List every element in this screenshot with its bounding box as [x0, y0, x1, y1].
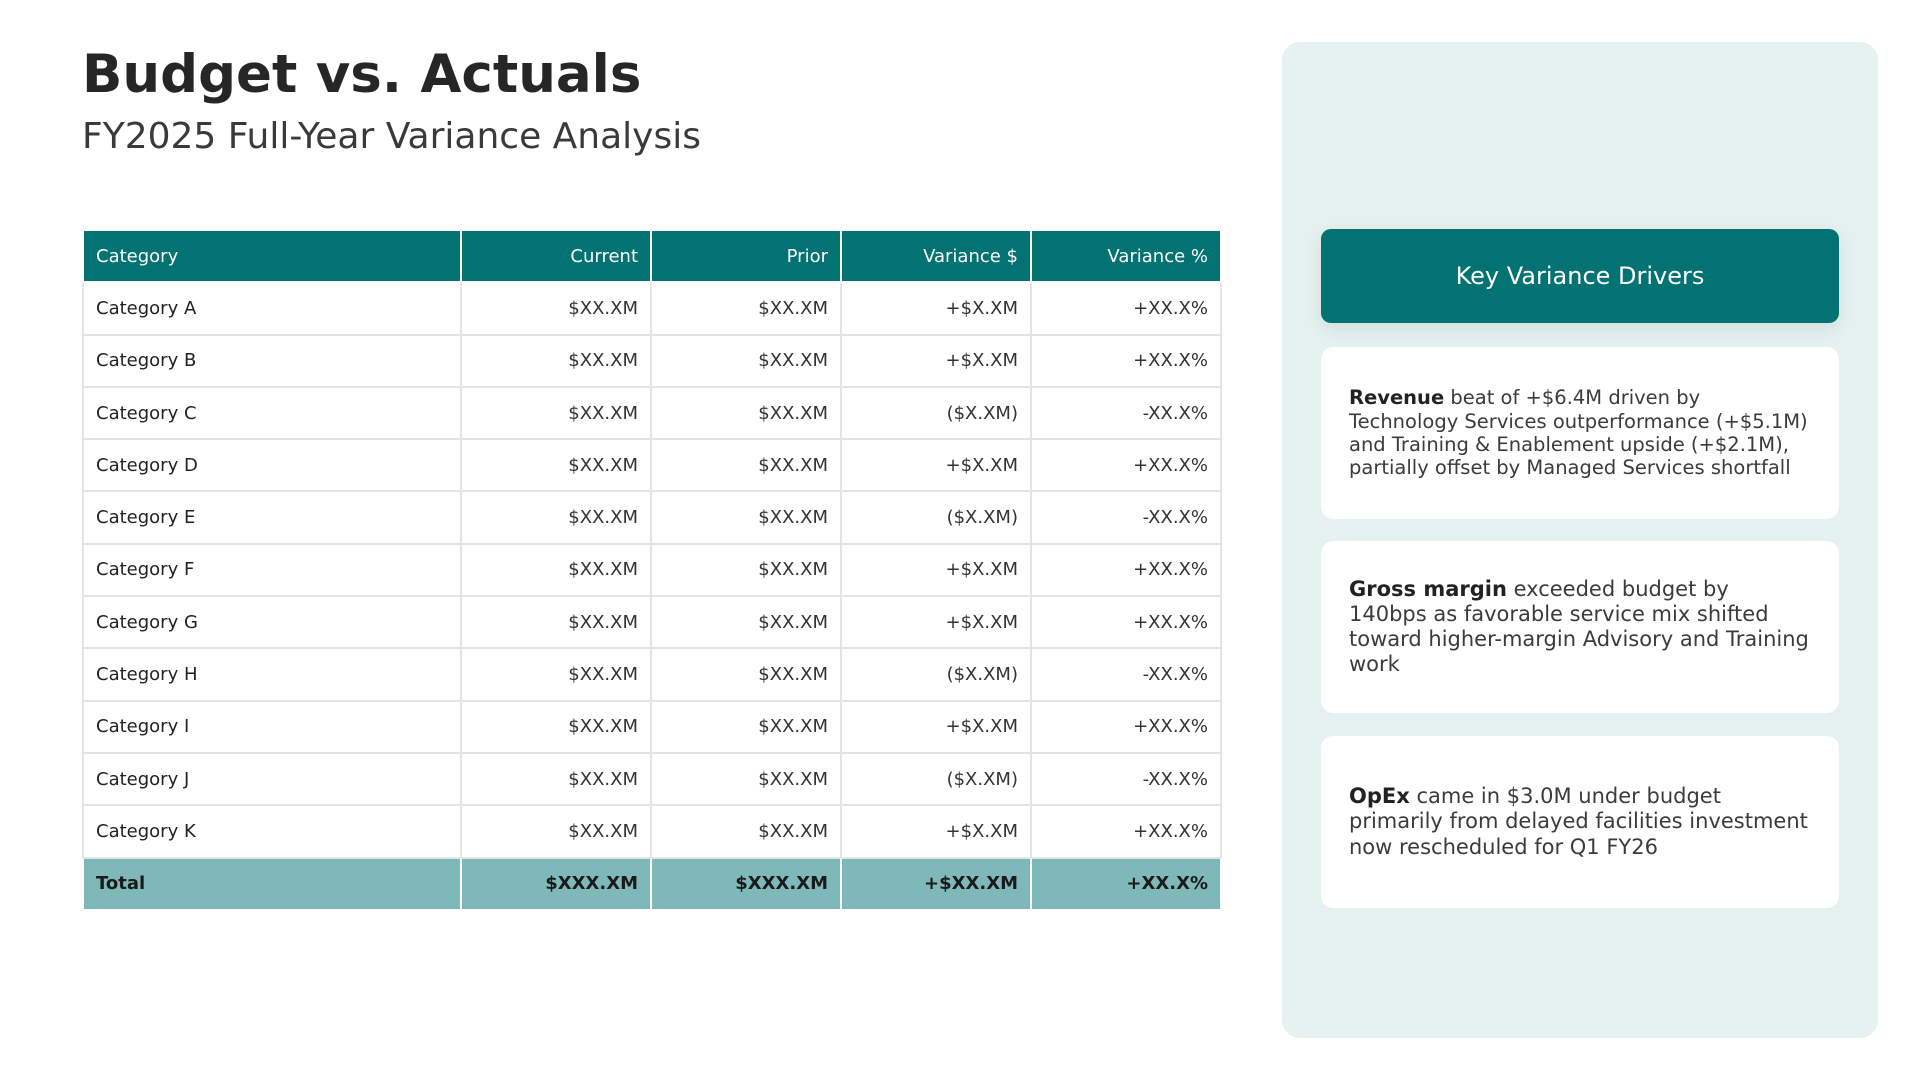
table-cell: Category F [82, 542, 462, 598]
table-cell: Category H [82, 647, 462, 702]
table-cell: $XX.XM [650, 751, 842, 807]
table-cell: $XX.XM [650, 490, 842, 545]
driver-body: exceeded budget by 140bps as favorable s… [1349, 576, 1809, 677]
total-cell: $XXX.XM [650, 856, 842, 911]
table-cell: +$X.XM [840, 804, 1032, 859]
table-cell: $XX.XM [650, 595, 842, 650]
sidebar-title: Key Variance Drivers [1321, 229, 1839, 323]
column-header: Category [82, 228, 462, 284]
table-cell: ($X.XM) [840, 490, 1032, 545]
table-row: Category H $XX.XM $XX.XM ($X.XM) -XX.X% [82, 647, 1222, 702]
table-row: Category B $XX.XM $XX.XM +$X.XM +XX.X% [82, 333, 1222, 388]
table-cell: $XX.XM [650, 438, 842, 493]
table-cell: -XX.X% [1030, 751, 1222, 807]
table-cell: -XX.X% [1030, 647, 1222, 702]
variance-table: Category Current Prior Variance $ Variance %… [82, 228, 1222, 911]
table-cell: $XX.XM [650, 542, 842, 598]
total-cell: +XX.X% [1030, 856, 1222, 911]
table-cell: Category A [82, 281, 462, 336]
table-cell: $XX.XM [460, 699, 652, 754]
table-cell: -XX.X% [1030, 385, 1222, 441]
table-cell: $XX.XM [460, 385, 652, 441]
column-header: Variance $ [840, 228, 1032, 284]
table-cell: $XX.XM [460, 647, 652, 702]
table-cell: $XX.XM [650, 281, 842, 336]
table-cell: Category J [82, 751, 462, 807]
driver-card: Gross margin exceeded budget by 140bps a… [1321, 541, 1839, 713]
table-cell: Category K [82, 804, 462, 859]
table-cell: +$X.XM [840, 333, 1032, 388]
table-cell: +XX.X% [1030, 804, 1222, 859]
driver-lead: Revenue [1349, 386, 1445, 410]
total-cell: $XXX.XM [460, 856, 652, 911]
table-row: Category A $XX.XM $XX.XM +$X.XM +XX.X% [82, 281, 1222, 336]
table-row: Category E $XX.XM $XX.XM ($X.XM) -XX.X% [82, 490, 1222, 545]
table-cell: ($X.XM) [840, 751, 1032, 807]
table-cell: $XX.XM [460, 281, 652, 336]
title: Budget vs. Actuals [82, 44, 642, 105]
driver-lead: OpEx [1349, 784, 1410, 809]
table-row: Category K $XX.XM $XX.XM +$X.XM +XX.X% [82, 804, 1222, 859]
table-cell: $XX.XM [650, 385, 842, 441]
table-row: Category C $XX.XM $XX.XM ($X.XM) -XX.X% [82, 385, 1222, 441]
header-row: Category Current Prior Variance $ Variance % [82, 228, 1222, 284]
table-cell: Category I [82, 699, 462, 754]
driver-lead: Gross margin [1349, 576, 1507, 601]
table-cell: $XX.XM [460, 804, 652, 859]
total-cell: Total [82, 856, 462, 911]
driver-text: Revenue beat of +$6.4M driven by Technol… [1349, 386, 1813, 480]
table-row: Category I $XX.XM $XX.XM +$X.XM +XX.X% [82, 699, 1222, 754]
table-cell: +XX.X% [1030, 595, 1222, 650]
table-cell: ($X.XM) [840, 647, 1032, 702]
column-header: Prior [650, 228, 842, 284]
subtitle: FY2025 Full-Year Variance Analysis [82, 116, 701, 157]
table-cell: Category E [82, 490, 462, 545]
table-cell: +$X.XM [840, 542, 1032, 598]
table-row: Category J $XX.XM $XX.XM ($X.XM) -XX.X% [82, 751, 1222, 807]
table-body: Category A $XX.XM $XX.XM +$X.XM +XX.X% Catego… [82, 281, 1222, 911]
column-header: Variance % [1030, 228, 1222, 284]
table-cell: $XX.XM [650, 699, 842, 754]
total-cell: +$XX.XM [840, 856, 1032, 911]
table-cell: +XX.X% [1030, 281, 1222, 336]
table-cell: +$X.XM [840, 281, 1032, 336]
driver-body: beat of +$6.4M driven by Technology Serv… [1349, 386, 1808, 480]
driver-card: Revenue beat of +$6.4M driven by Technol… [1321, 347, 1839, 519]
driver-text: OpEx came in $3.0M under budget primaril… [1349, 784, 1813, 860]
column-header: Current [460, 228, 652, 284]
table-cell: -XX.X% [1030, 490, 1222, 545]
total-row: Total $XXX.XM $XXX.XM +$XX.XM +XX.X% [82, 856, 1222, 911]
table-cell: +$X.XM [840, 438, 1032, 493]
driver-body: came in $3.0M under budget primarily fro… [1349, 784, 1808, 859]
table-cell: +XX.X% [1030, 542, 1222, 598]
driver-text: Gross margin exceeded budget by 140bps a… [1349, 577, 1813, 678]
driver-card: OpEx came in $3.0M under budget primaril… [1321, 736, 1839, 908]
table-cell: Category G [82, 595, 462, 650]
table-row: Category F $XX.XM $XX.XM +$X.XM +XX.X% [82, 542, 1222, 598]
table-cell: +$X.XM [840, 595, 1032, 650]
table-cell: Category D [82, 438, 462, 493]
table-cell: $XX.XM [460, 438, 652, 493]
table-cell: $XX.XM [650, 647, 842, 702]
table-cell: $XX.XM [460, 542, 652, 598]
table-cell: +XX.X% [1030, 438, 1222, 493]
table-row: Category D $XX.XM $XX.XM +$X.XM +XX.X% [82, 438, 1222, 493]
table-cell: $XX.XM [460, 490, 652, 545]
table-cell: $XX.XM [460, 751, 652, 807]
table-cell: +$X.XM [840, 699, 1032, 754]
table-cell: Category C [82, 385, 462, 441]
table-row: Category G $XX.XM $XX.XM +$X.XM +XX.X% [82, 595, 1222, 650]
table-cell: +XX.X% [1030, 333, 1222, 388]
table-cell: ($X.XM) [840, 385, 1032, 441]
table-cell: $XX.XM [650, 804, 842, 859]
table-cell: $XX.XM [650, 333, 842, 388]
table-cell: $XX.XM [460, 595, 652, 650]
table-cell: Category B [82, 333, 462, 388]
table-cell: $XX.XM [460, 333, 652, 388]
table-cell: +XX.X% [1030, 699, 1222, 754]
